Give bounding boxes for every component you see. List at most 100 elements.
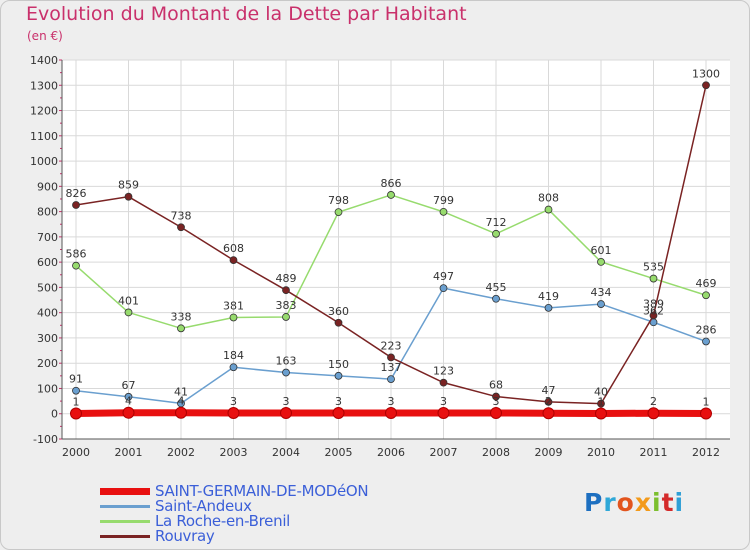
data-label: 67 (122, 379, 136, 392)
data-label: 286 (696, 323, 717, 336)
data-label: 866 (381, 177, 402, 190)
data-point (544, 397, 553, 406)
data-label: 68 (489, 379, 503, 392)
data-label: 40 (594, 386, 608, 399)
data-point (282, 286, 290, 295)
data-label: 1 (703, 395, 710, 408)
data-point (175, 406, 187, 419)
proxiti-logo[interactable]: Proxiti (584, 488, 684, 517)
logo-letter: i (674, 488, 685, 517)
data-label: 150 (328, 358, 349, 371)
legend: SAINT-GERMAIN-DE-MODéON Saint-Andeux La … (100, 482, 420, 545)
y-tick-label: 900 (37, 180, 58, 193)
legend-item-saint-germain[interactable]: SAINT-GERMAIN-DE-MODéON (100, 482, 420, 500)
data-label: 859 (118, 179, 139, 192)
data-point (597, 399, 605, 408)
y-tick-label: 0 (51, 408, 58, 421)
x-tick-label: 2005 (325, 446, 353, 459)
data-label: 455 (486, 281, 507, 294)
data-point (492, 229, 500, 238)
data-label: 91 (69, 373, 83, 386)
data-point (700, 407, 712, 420)
data-point (177, 223, 185, 232)
y-tick-label: 1400 (30, 54, 58, 67)
data-point (649, 311, 658, 320)
y-tick-label: 800 (37, 206, 58, 219)
x-tick-label: 2004 (272, 446, 300, 459)
data-label: 434 (591, 286, 612, 299)
data-label: 1 (73, 395, 80, 408)
x-tick-label: 2011 (640, 446, 668, 459)
legend-swatch (100, 488, 150, 495)
data-point (122, 406, 135, 419)
data-label: 497 (433, 270, 454, 283)
data-label: 826 (66, 187, 87, 200)
legend-item-rouvray[interactable]: Rouvray (100, 527, 420, 545)
y-tick-label: 400 (37, 307, 58, 320)
y-tick-label: -100 (33, 433, 58, 446)
y-tick-label: 1100 (30, 130, 58, 143)
data-label: 383 (276, 299, 297, 312)
x-tick-label: 2009 (535, 446, 563, 459)
y-tick-label: 700 (37, 231, 58, 244)
x-tick-label: 2012 (692, 446, 720, 459)
legend-swatch (100, 505, 150, 508)
data-label: 1300 (692, 67, 720, 80)
logo-letter: t (661, 488, 675, 517)
data-label: 3 (335, 395, 342, 408)
data-label: 4 (178, 395, 185, 408)
data-label: 4 (125, 395, 132, 408)
data-label: 1 (598, 395, 605, 408)
data-point (387, 353, 395, 362)
legend-swatch (100, 535, 150, 538)
plot-area (62, 60, 730, 439)
data-label: 184 (223, 349, 244, 362)
data-label: 3 (230, 395, 237, 408)
data-point (544, 205, 553, 214)
data-label: 123 (433, 365, 454, 378)
logo-letter: i (652, 488, 662, 517)
data-label: 163 (276, 355, 297, 368)
logo-letter: o (616, 488, 635, 517)
data-point (492, 294, 500, 303)
legend-label: Saint-Andeux (155, 497, 252, 515)
x-tick-label: 2006 (377, 446, 405, 459)
data-label: 41 (174, 385, 188, 398)
data-point (544, 303, 553, 312)
data-label: 360 (328, 305, 349, 318)
data-label: 601 (591, 244, 612, 257)
data-point (72, 201, 80, 209)
x-tick-label: 2002 (167, 446, 195, 459)
data-point (702, 81, 710, 90)
data-point (280, 406, 292, 419)
legend-item-la-roche-en-brenil[interactable]: La Roche-en-Brenil (100, 512, 420, 530)
x-tick-label: 2001 (115, 446, 143, 459)
data-point (439, 207, 448, 216)
data-point (387, 191, 395, 199)
data-label: 808 (538, 192, 559, 205)
data-label: 489 (276, 272, 297, 285)
legend-item-saint-andeux[interactable]: Saint-Andeux (100, 497, 420, 515)
data-point (334, 318, 343, 327)
data-label: 223 (381, 339, 402, 352)
data-label: 535 (643, 261, 664, 274)
data-label: 137 (381, 361, 402, 374)
data-point (597, 300, 605, 308)
data-point (542, 407, 555, 420)
data-point (439, 284, 448, 293)
data-label: 3 (283, 395, 290, 408)
data-point (177, 324, 185, 333)
data-point (229, 363, 238, 372)
x-tick-label: 2003 (220, 446, 248, 459)
data-label: 3 (388, 395, 395, 408)
data-point (385, 406, 397, 419)
legend-label: SAINT-GERMAIN-DE-MODéON (155, 482, 369, 500)
data-point (702, 337, 710, 346)
data-point (282, 368, 290, 377)
data-label: 381 (223, 299, 244, 312)
y-tick-label: 500 (37, 281, 58, 294)
data-point (124, 308, 133, 317)
logo-letter: P (584, 488, 604, 517)
data-label: 3 (493, 395, 500, 408)
logo-letter: r (603, 488, 617, 517)
